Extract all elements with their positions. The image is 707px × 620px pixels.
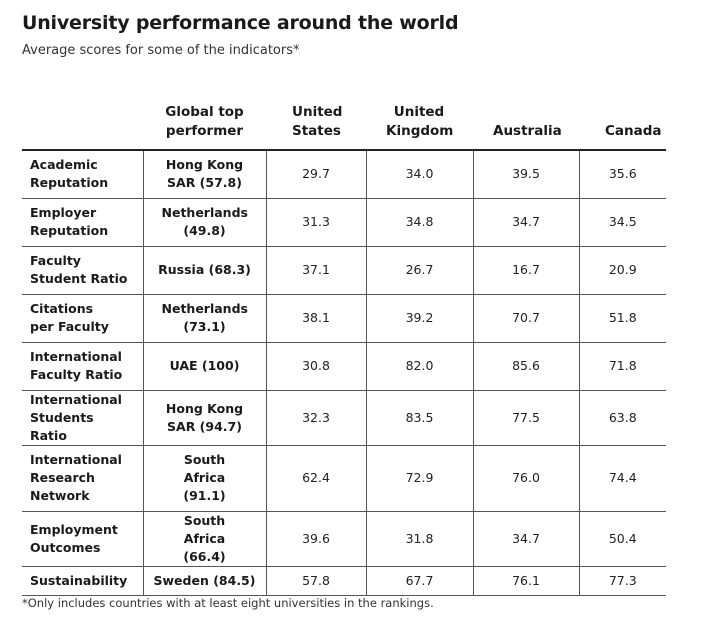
page-subtitle: Average scores for some of the indicator… (22, 43, 300, 58)
value-cell-us: 32.3 (265, 390, 366, 446)
value-cell-au: 70.7 (472, 294, 579, 343)
table-row: Faculty Student Ratio Russia (68.3) 37.1… (22, 246, 666, 295)
value-cell-au: 85.6 (472, 342, 579, 391)
row-label: Employer Reputation (22, 198, 143, 247)
table-row: Academic Reputation Hong Kong SAR (57.8)… (22, 150, 666, 199)
value-cell-uk: 34.8 (365, 198, 473, 247)
value-cell-au: 39.5 (472, 150, 579, 199)
table-row: International Research Network South Afr… (22, 445, 666, 512)
value-cell-au: 34.7 (472, 198, 579, 247)
value-cell-uk: 34.0 (365, 150, 473, 199)
row-label: International Students Ratio (22, 390, 143, 446)
value-cell-us: 57.8 (265, 566, 366, 596)
table-row: Citations per Faculty Netherlands (73.1)… (22, 294, 666, 343)
top-performer-cell: South Africa (66.4) (142, 511, 266, 567)
value-cell-ca: 35.6 (578, 150, 666, 199)
value-cell-uk: 72.9 (365, 445, 473, 512)
value-cell-au: 34.7 (472, 511, 579, 567)
row-label: International Research Network (22, 445, 143, 512)
value-cell-us: 39.6 (265, 511, 366, 567)
row-label: Faculty Student Ratio (22, 246, 143, 295)
value-cell-uk: 67.7 (365, 566, 473, 596)
top-performer-cell: Russia (68.3) (142, 246, 266, 295)
value-cell-ca: 74.4 (578, 445, 666, 512)
top-performer-cell: Netherlands (49.8) (142, 198, 266, 247)
value-cell-ca: 77.3 (578, 566, 666, 596)
top-performer-cell: Hong Kong SAR (94.7) (142, 390, 266, 446)
value-cell-au: 76.1 (472, 566, 579, 596)
footnote: *Only includes countries with at least e… (22, 596, 434, 610)
value-cell-ca: 50.4 (578, 511, 666, 567)
row-label: International Faculty Ratio (22, 342, 143, 391)
header-united-kingdom: United Kingdom (366, 88, 473, 151)
value-cell-uk: 31.8 (365, 511, 473, 567)
value-cell-ca: 20.9 (578, 246, 666, 295)
value-cell-au: 16.7 (472, 246, 579, 295)
header-united-states: United States (266, 88, 366, 151)
table-row: International Students Ratio Hong Kong S… (22, 390, 666, 446)
value-cell-uk: 83.5 (365, 390, 473, 446)
header-global-top-performer: Global top performer (143, 88, 266, 151)
page-title: University performance around the world (22, 12, 459, 34)
performance-table: Global top performer United States Unite… (22, 88, 666, 596)
value-cell-uk: 26.7 (365, 246, 473, 295)
value-cell-ca: 63.8 (578, 390, 666, 446)
top-performer-cell: Netherlands (73.1) (142, 294, 266, 343)
value-cell-au: 76.0 (472, 445, 579, 512)
top-performer-cell: Hong Kong SAR (57.8) (142, 150, 266, 199)
value-cell-ca: 51.8 (578, 294, 666, 343)
value-cell-au: 77.5 (472, 390, 579, 446)
table-row: Employment Outcomes South Africa (66.4) … (22, 511, 666, 567)
table-row: Employer Reputation Netherlands (49.8) 3… (22, 198, 666, 247)
table-header-row: Global top performer United States Unite… (22, 88, 666, 151)
value-cell-ca: 34.5 (578, 198, 666, 247)
value-cell-us: 30.8 (265, 342, 366, 391)
row-label: Sustainability (22, 566, 143, 596)
value-cell-us: 37.1 (265, 246, 366, 295)
value-cell-us: 31.3 (265, 198, 366, 247)
header-australia: Australia (473, 88, 579, 151)
top-performer-cell: UAE (100) (142, 342, 266, 391)
value-cell-us: 62.4 (265, 445, 366, 512)
value-cell-uk: 82.0 (365, 342, 473, 391)
table-row: International Faculty Ratio UAE (100) 30… (22, 342, 666, 391)
top-performer-cell: Sweden (84.5) (142, 566, 266, 596)
row-label: Academic Reputation (22, 150, 143, 199)
value-cell-uk: 39.2 (365, 294, 473, 343)
header-indicator (22, 88, 143, 151)
top-performer-cell: South Africa (91.1) (142, 445, 266, 512)
row-label: Employment Outcomes (22, 511, 143, 567)
value-cell-us: 29.7 (265, 150, 366, 199)
value-cell-ca: 71.8 (578, 342, 666, 391)
table-row: Sustainability Sweden (84.5) 57.8 67.7 7… (22, 566, 666, 596)
row-label: Citations per Faculty (22, 294, 143, 343)
header-canada: Canada (579, 88, 666, 151)
value-cell-us: 38.1 (265, 294, 366, 343)
